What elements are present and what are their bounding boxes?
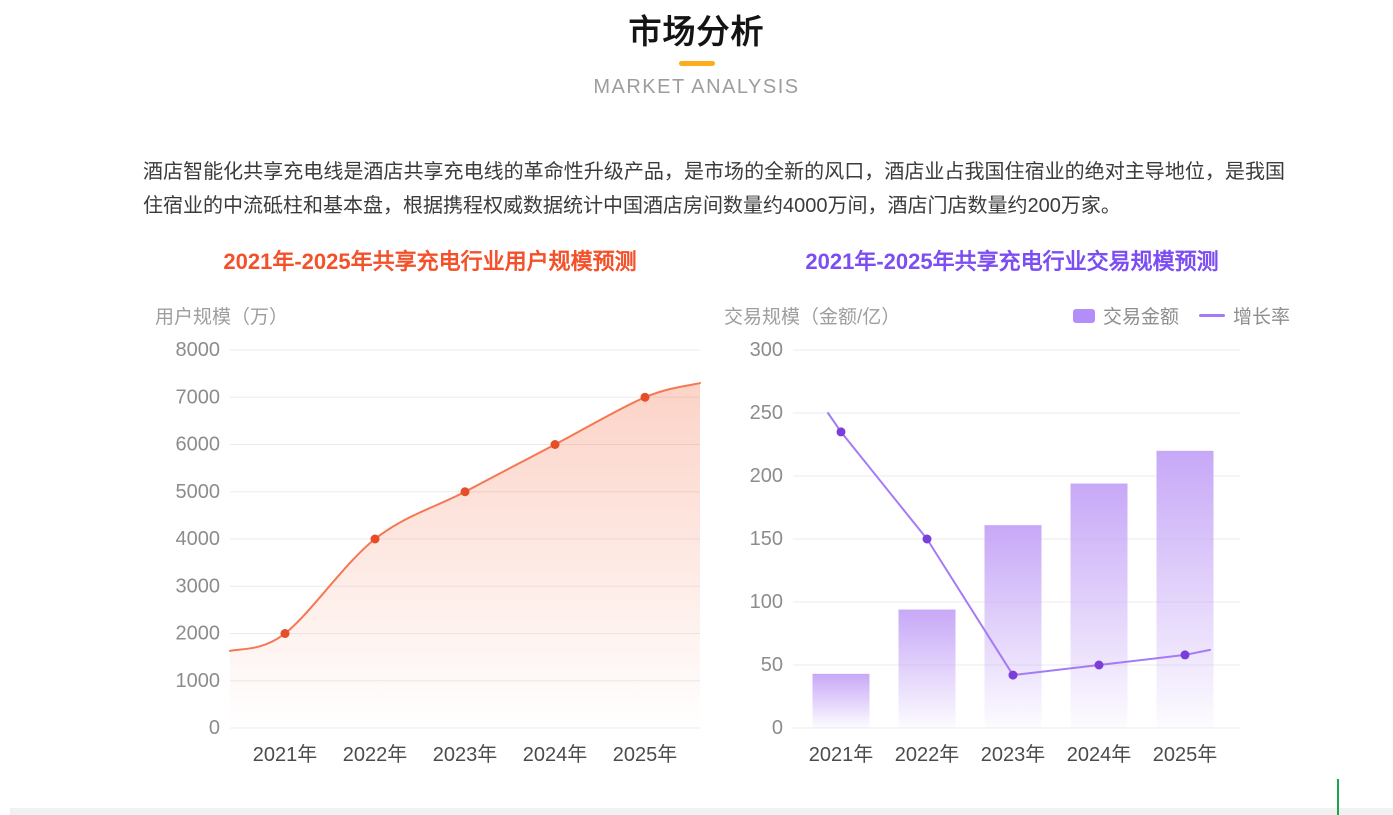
data-point-2022年 (922, 534, 932, 544)
data-point-2022年 (370, 534, 380, 544)
title-divider (678, 61, 715, 66)
x-axis-category-label: 2021年 (809, 743, 874, 766)
user-scale-chart-card: 2021年-2025年共享充电行业用户规模预测 用户规模（万） 0 1000 200… (140, 240, 720, 785)
chart-legend: 交易金额 增长率 (1072, 302, 1290, 329)
line-swatch-icon (1198, 314, 1225, 317)
data-point-2025年 (640, 392, 650, 402)
x-axis-category-label: 2022年 (343, 743, 408, 766)
transaction-scale-chart-title: 2021年-2025年共享充电行业交易规模预测 (805, 249, 1219, 274)
y-axis-tick-label: 1000 (176, 670, 221, 692)
page-title: 市场分析 (628, 13, 765, 50)
x-axis-category-label: 2023年 (433, 743, 498, 766)
y-axis-tick-label: 0 (209, 717, 220, 739)
y-axis-tick-label: 0 (772, 717, 783, 739)
y-axis-tick-label: 300 (750, 340, 783, 361)
data-point-2021年 (836, 427, 846, 437)
area-fill (230, 383, 700, 728)
section-divider-strip (10, 808, 1393, 815)
x-axis-category-label: 2025年 (1153, 743, 1218, 766)
legend-label-transaction-amount: 交易金额 (1102, 307, 1179, 328)
bar-2024年 (1070, 483, 1128, 728)
y-axis-tick-label: 200 (750, 465, 783, 487)
data-point-2023年 (1008, 670, 1018, 680)
user-scale-area-chart[interactable]: 0 1000 2000 3000 4000 5000 6000 7000 8000 2021年 20… (140, 340, 720, 785)
x-axis-category-label: 2024年 (523, 743, 588, 766)
x-axis-category-label: 2025年 (613, 743, 678, 766)
data-point-2025年 (1180, 650, 1190, 660)
x-axis-category-label: 2021年 (253, 743, 318, 766)
y-axis-tick-label: 250 (750, 402, 783, 424)
transaction-scale-chart-card: 2021年-2025年共享充电行业交易规模预测 交易规模（金额/亿） 交易金额 … (722, 240, 1302, 785)
y-axis-tick-label: 4000 (176, 528, 221, 550)
x-axis-category-label: 2022年 (895, 743, 960, 766)
legend-label-growth-rate: 增长率 (1232, 307, 1290, 328)
x-axis-category-label: 2024年 (1067, 743, 1132, 766)
legend-item-transaction-amount[interactable]: 交易金额 (1072, 302, 1179, 329)
bar-swatch-icon (1072, 308, 1095, 323)
data-point-2024年 (1094, 660, 1104, 670)
transaction-scale-bar-line-chart[interactable]: 0 50 100 150 200 250 300 2021年 2022年 2023年 2024年 20… (722, 340, 1302, 785)
y-axis-tick-label: 7000 (176, 386, 221, 408)
user-scale-chart-title: 2021年-2025年共享充电行业用户规模预测 (223, 249, 637, 274)
x-axis-category-label: 2023年 (981, 743, 1046, 766)
green-cursor-artifact (1337, 779, 1339, 815)
transaction-scale-y-axis-name: 交易规模（金额/亿） (724, 307, 901, 328)
y-axis-tick-label: 5000 (176, 481, 221, 503)
page-subtitle: MARKET ANALYSIS (593, 76, 800, 98)
y-axis-tick-label: 8000 (176, 340, 221, 361)
y-axis-tick-label: 100 (750, 591, 783, 613)
y-axis-tick-label: 50 (761, 654, 783, 676)
data-point-2024年 (550, 440, 560, 449)
bar-2022年 (898, 609, 956, 728)
data-point-2023年 (460, 487, 470, 497)
bar-2021年 (812, 673, 870, 728)
y-axis-tick-label: 2000 (176, 623, 221, 645)
intro-paragraph: 酒店智能化共享充电线是酒店共享充电线的革命性升级产品，是市场的全新的风口，酒店业… (143, 161, 1285, 217)
user-scale-y-axis-name: 用户规模（万） (155, 307, 289, 328)
bar-2023年 (984, 525, 1042, 728)
y-axis-tick-label: 150 (750, 528, 783, 550)
bar-2025年 (1156, 450, 1214, 728)
y-axis-tick-label: 6000 (176, 434, 221, 456)
legend-item-growth-rate[interactable]: 增长率 (1198, 302, 1290, 329)
data-point-2021年 (280, 629, 290, 638)
y-axis-tick-label: 3000 (176, 575, 221, 597)
